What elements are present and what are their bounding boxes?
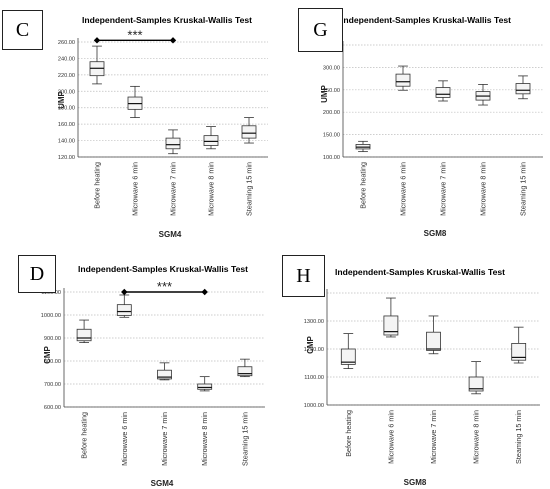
x-category-label: Microwave 8 min [207, 162, 216, 216]
x-category-label: Microwave 7 min [429, 410, 438, 464]
box [426, 331, 441, 351]
chart-svg-g: Independent-Samples Kruskal-Wallis Test … [320, 15, 543, 238]
x-category-label: Steaming 15 min [514, 410, 523, 464]
box [203, 135, 219, 146]
panel-letter-g: G [298, 8, 343, 52]
box [340, 348, 356, 365]
x-category-label: Steaming 15 min [245, 162, 254, 216]
x-axis-label: SGM8 [404, 478, 427, 487]
panel-letter-c: C [2, 10, 43, 50]
box [511, 343, 527, 361]
y-tick-label: 160.00 [58, 122, 75, 128]
y-tick-label: 300.00 [323, 65, 340, 71]
significance-label: *** [157, 279, 172, 294]
x-category-label: Microwave 8 min [472, 410, 481, 464]
y-axis-label: UMP [57, 90, 66, 108]
y-tick-label: 140.00 [58, 139, 75, 145]
x-category-label: Before heating [344, 410, 353, 457]
y-tick-label: 1200.00 [304, 347, 324, 353]
box [395, 73, 411, 87]
x-category-label: Microwave 8 min [479, 162, 488, 216]
chart-svg-c: Independent-Samples Kruskal-Wallis Test … [57, 15, 268, 239]
y-axis-label: UMP [320, 84, 329, 102]
x-category-label: Microwave 6 min [120, 412, 129, 466]
y-tick-label: 180.00 [58, 106, 75, 112]
x-axis-label: SGM8 [424, 229, 447, 238]
y-tick-label: 1100.00 [304, 375, 324, 381]
y-tick-label: 700.00 [44, 382, 61, 388]
plot-area: 1000.001100.001200.001300.001400.00Befor… [304, 289, 540, 464]
box [76, 328, 92, 342]
x-axis-label: SGM4 [159, 230, 182, 239]
x-category-label: Microwave 7 min [169, 162, 178, 216]
y-tick-label: 260.00 [58, 40, 75, 46]
x-category-label: Steaming 15 min [519, 162, 528, 216]
x-category-label: Steaming 15 min [240, 412, 249, 466]
box [197, 383, 213, 390]
panel-letter-d: D [18, 255, 56, 293]
box [116, 304, 132, 316]
y-tick-label: 1300.00 [304, 319, 324, 325]
x-category-label: Microwave 7 min [439, 162, 448, 216]
chart-title: Independent-Samples Kruskal-Wallis Test [78, 264, 248, 274]
chart-title: Independent-Samples Kruskal-Wallis Test [335, 267, 505, 277]
x-category-label: Microwave 7 min [160, 412, 169, 466]
x-axis-label: SGM4 [151, 479, 174, 488]
box [515, 83, 531, 95]
y-axis-label: CMP [43, 345, 52, 363]
box [468, 376, 484, 392]
box [383, 315, 399, 336]
chart-panel-c: Independent-Samples Kruskal-Wallis Test … [0, 0, 275, 245]
box [237, 366, 253, 377]
x-category-label: Before heating [359, 162, 368, 209]
box [157, 369, 172, 380]
y-tick-label: 1000.00 [41, 313, 61, 319]
x-category-label: Microwave 6 min [386, 410, 395, 464]
chart-panel-g: Independent-Samples Kruskal-Wallis Test … [275, 0, 550, 245]
y-tick-label: 1100.00 [41, 290, 61, 296]
y-axis-label: CMP [306, 335, 315, 353]
plot-area: 100.00150.00200.00250.00300.00350.00Befo… [323, 41, 543, 216]
y-tick-label: 150.00 [323, 133, 340, 139]
chart-title: Independent-Samples Kruskal-Wallis Test [82, 15, 252, 25]
y-tick-label: 900.00 [44, 336, 61, 342]
panel-letter-h: H [282, 255, 325, 297]
x-category-label: Before heating [80, 412, 89, 459]
box [435, 87, 451, 98]
box [165, 137, 181, 150]
y-tick-label: 120.00 [58, 155, 75, 161]
x-category-label: Microwave 6 min [399, 162, 408, 216]
y-tick-label: 600.00 [44, 405, 61, 411]
chart-panel-d: Independent-Samples Kruskal-Wallis Test … [0, 245, 275, 489]
chart-svg-d: Independent-Samples Kruskal-Wallis Test … [41, 264, 265, 488]
y-tick-label: 220.00 [58, 73, 75, 79]
y-tick-label: 240.00 [58, 56, 75, 62]
significance-marker [93, 37, 101, 44]
significance-marker [169, 37, 177, 44]
y-tick-label: 200.00 [323, 110, 340, 116]
x-category-label: Microwave 6 min [131, 162, 140, 216]
significance-label: *** [127, 27, 142, 42]
y-tick-label: 200.00 [58, 89, 75, 95]
plot-area: 600.00 700.00 800.00 900.00 1000.00 1100.00 Be… [41, 279, 265, 466]
y-tick-label: 250.00 [323, 88, 340, 94]
box [241, 125, 257, 139]
x-category-label: Microwave 8 min [200, 412, 209, 466]
chart-panel-h: Independent-Samples Kruskal-Wallis Test … [275, 245, 550, 489]
significance-marker [121, 288, 128, 296]
x-category-label: Before heating [93, 162, 102, 209]
plot-area: 120.00 140.00 160.00 180.00 200.00 220.00 240.… [58, 27, 268, 216]
chart-title: Independent-Samples Kruskal-Wallis Test [341, 15, 511, 25]
y-tick-label: 1000.00 [304, 403, 324, 409]
y-tick-label: 100.00 [323, 155, 340, 161]
significance-marker [201, 288, 208, 296]
y-tick-label: 800.00 [44, 359, 61, 365]
